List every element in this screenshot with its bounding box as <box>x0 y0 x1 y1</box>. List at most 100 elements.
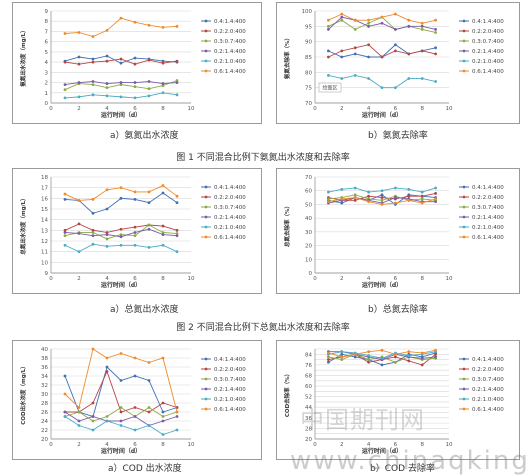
legend-marker <box>204 357 208 361</box>
series-line <box>64 17 178 38</box>
data-point <box>63 243 67 247</box>
data-point <box>367 194 370 198</box>
data-point <box>340 358 344 361</box>
data-point <box>105 59 109 63</box>
data-point <box>175 81 179 84</box>
data-point <box>353 186 357 190</box>
data-point <box>380 196 384 199</box>
data-point <box>434 46 437 50</box>
legend-label: 0.3:0.7:400 <box>214 377 246 383</box>
data-point <box>105 244 109 248</box>
data-point <box>63 410 67 414</box>
data-point <box>327 24 330 28</box>
y-tick-label: 28 <box>305 426 312 432</box>
data-point <box>327 358 330 361</box>
data-point <box>407 24 411 28</box>
y-tick-label: 20 <box>305 437 312 443</box>
data-point <box>420 201 424 205</box>
data-point <box>77 410 81 414</box>
data-point <box>367 21 370 25</box>
watermark-logo: 中国期刊网 <box>300 406 425 434</box>
series-line <box>328 74 436 89</box>
data-point <box>77 55 81 59</box>
data-point <box>367 360 370 364</box>
legend-marker <box>204 49 208 53</box>
data-point <box>420 28 424 31</box>
data-point <box>340 49 344 53</box>
data-point <box>119 196 123 200</box>
legend-label: 0.6:1.4:400 <box>214 69 246 75</box>
x-tick-label: 4 <box>367 442 371 448</box>
x-tick-label: 10 <box>446 442 453 448</box>
data-point <box>119 57 123 61</box>
data-point <box>161 419 165 423</box>
x-tick-label: 2 <box>340 106 344 112</box>
data-point <box>105 231 109 234</box>
legend-label: 0.2:1.0:400 <box>472 397 504 403</box>
annotation-box <box>318 82 342 93</box>
data-point <box>91 347 95 351</box>
legend-marker <box>204 195 208 199</box>
y-axis-label: COD去除率（%） <box>283 371 291 417</box>
x-axis-label: 运行时间（d） <box>362 111 402 119</box>
data-point <box>340 201 344 205</box>
data-point <box>420 49 424 53</box>
legend-label: 0.2:2.0:400 <box>472 29 504 35</box>
y-tick-label: 34 <box>41 374 48 380</box>
y-tick-label: 11 <box>41 250 48 256</box>
x-axis-label: 运行时间（d） <box>362 281 402 289</box>
legend-label: 0.3:0.7:400 <box>214 205 246 211</box>
data-point <box>407 77 411 80</box>
legend-label: 0.2:2.0:400 <box>214 29 246 35</box>
data-point <box>175 194 179 198</box>
data-point <box>175 232 179 235</box>
legend-label: 0.4:1.4:400 <box>214 185 246 191</box>
legend-marker <box>462 397 466 401</box>
legend-label: 0.2:2.0:400 <box>214 195 246 201</box>
data-point <box>119 410 123 414</box>
data-point <box>119 16 123 20</box>
y-tick-label: 6 <box>45 40 49 46</box>
data-point <box>105 365 109 369</box>
data-point <box>353 193 357 197</box>
data-point <box>434 355 437 359</box>
x-tick-label: 2 <box>77 442 81 448</box>
x-tick-label: 10 <box>188 106 195 112</box>
data-point <box>119 186 123 190</box>
data-point <box>119 406 123 409</box>
legend-label: 0.2:1.4:400 <box>214 49 246 55</box>
data-point <box>119 95 123 99</box>
y-tick-label: 1 <box>45 91 49 97</box>
legend-marker <box>462 19 466 23</box>
data-point <box>367 200 370 204</box>
data-point <box>133 243 137 247</box>
data-point <box>394 49 397 53</box>
legend-marker <box>462 205 466 209</box>
legend-label: 0.2:2.0:400 <box>472 367 504 373</box>
legend-marker <box>462 367 466 371</box>
data-point <box>119 424 123 427</box>
data-point <box>119 81 123 84</box>
x-tick-label: 6 <box>394 106 398 112</box>
data-point <box>380 193 384 197</box>
subcaption-2b: b）总氮去除率 <box>368 305 428 315</box>
data-point <box>119 83 123 86</box>
data-point <box>353 46 357 50</box>
data-point <box>434 186 437 190</box>
legend-marker <box>462 387 466 391</box>
y-tick-label: 36 <box>41 365 48 371</box>
data-point <box>77 419 81 423</box>
x-tick-label: 10 <box>188 442 195 448</box>
data-point <box>175 93 179 97</box>
x-axis-label: 运行时间（d） <box>101 281 141 289</box>
x-tick-label: 8 <box>161 276 165 282</box>
data-point <box>420 363 424 367</box>
data-point <box>147 23 151 27</box>
y-tick-label: 0 <box>45 101 49 107</box>
data-point <box>63 32 67 35</box>
y-tick-label: 70 <box>305 101 312 107</box>
data-point <box>133 190 137 194</box>
data-point <box>420 197 424 201</box>
data-point <box>91 57 95 61</box>
